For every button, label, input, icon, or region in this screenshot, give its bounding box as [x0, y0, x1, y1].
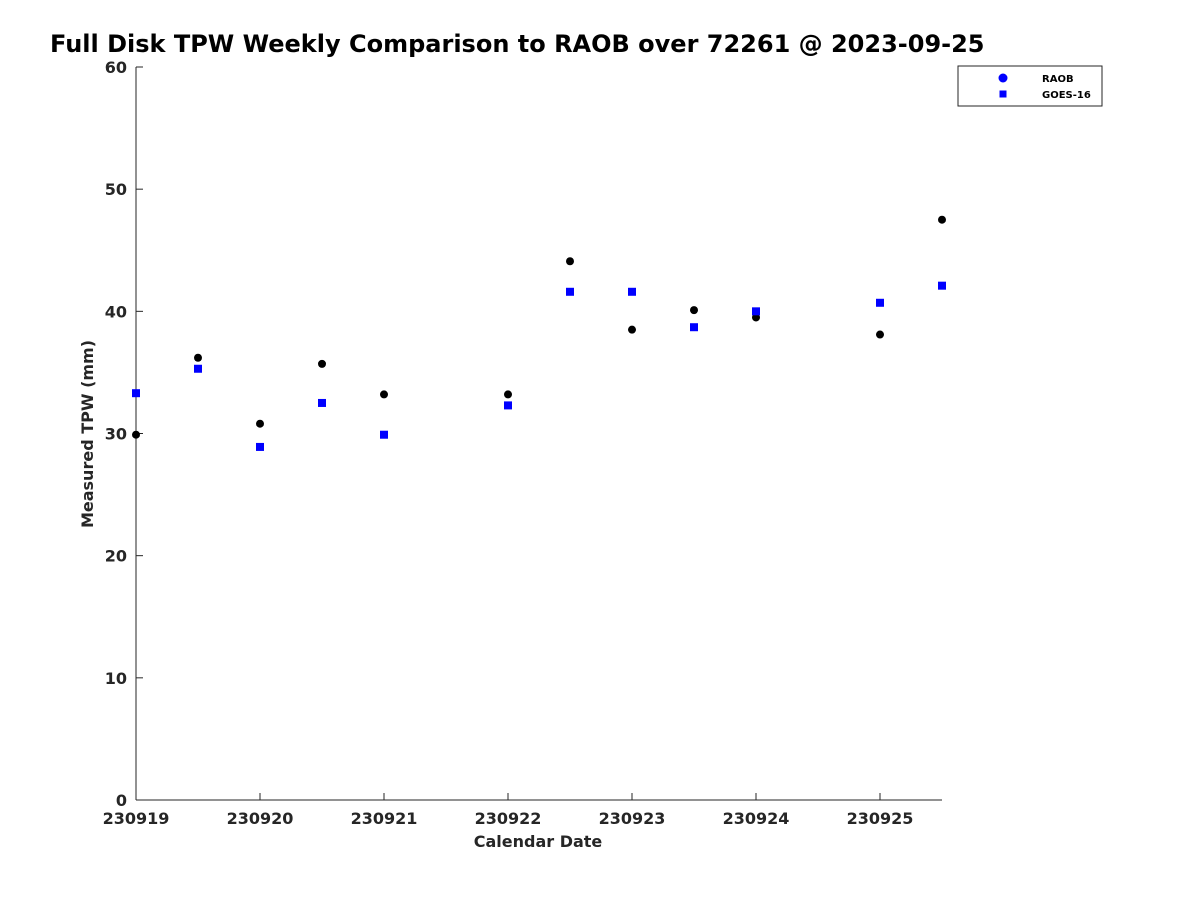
raob-point	[380, 390, 388, 399]
legend-label-raob: RAOB	[1042, 74, 1074, 85]
goes16-point	[380, 430, 388, 439]
goes16-point	[690, 323, 698, 332]
y-tick-label: 10	[105, 669, 127, 688]
x-axis-label: Calendar Date	[474, 832, 603, 851]
raob-point	[938, 215, 946, 224]
goes16-point	[566, 287, 574, 296]
goes16-point	[256, 442, 264, 451]
goes16-point	[938, 281, 946, 290]
legend: RAOB GOES-16	[957, 65, 1103, 107]
raob-point	[628, 325, 636, 334]
goes16-point	[318, 398, 326, 407]
goes16-point	[504, 401, 512, 410]
goes16-point	[876, 298, 884, 307]
raob-point	[566, 257, 574, 266]
raob-point	[132, 430, 140, 439]
x-tick-label: 230925	[847, 809, 914, 828]
raob-point	[256, 419, 264, 428]
legend-box	[957, 65, 1103, 107]
y-axis-label: Measured TPW (mm)	[78, 340, 97, 528]
raob-point	[194, 353, 202, 362]
raob-point	[504, 390, 512, 399]
raob-point	[318, 359, 326, 368]
x-tick-label: 230921	[351, 809, 418, 828]
y-tick-label: 40	[105, 302, 127, 321]
x-axis-ticks: 230919 230920 230921 230922 230923 230924 2309…	[103, 793, 914, 828]
raob-point	[752, 313, 760, 322]
goes16-point	[132, 389, 140, 398]
goes16-point	[628, 287, 636, 296]
data-points	[132, 215, 946, 451]
chart-title: Full Disk TPW Weekly Comparison to RAOB …	[50, 30, 985, 58]
legend-marker-raob	[998, 73, 1008, 83]
x-tick-label: 230923	[599, 809, 666, 828]
raob-point	[876, 330, 884, 339]
y-tick-label: 20	[105, 547, 127, 566]
y-tick-label: 60	[105, 58, 127, 77]
x-tick-label: 230922	[475, 809, 542, 828]
y-tick-label: 0	[116, 791, 127, 810]
x-tick-label: 230924	[723, 809, 790, 828]
y-tick-label: 30	[105, 425, 127, 444]
goes16-point	[194, 364, 202, 373]
x-tick-label: 230920	[227, 809, 294, 828]
legend-label-goes16: GOES-16	[1042, 90, 1091, 101]
y-tick-label: 50	[105, 180, 127, 199]
x-tick-label: 230919	[103, 809, 170, 828]
raob-point	[690, 306, 698, 315]
y-axis-ticks: 0 10 20 30 40 50 60	[105, 58, 143, 810]
legend-marker-goes16	[999, 90, 1007, 98]
goes16-point	[752, 307, 760, 316]
